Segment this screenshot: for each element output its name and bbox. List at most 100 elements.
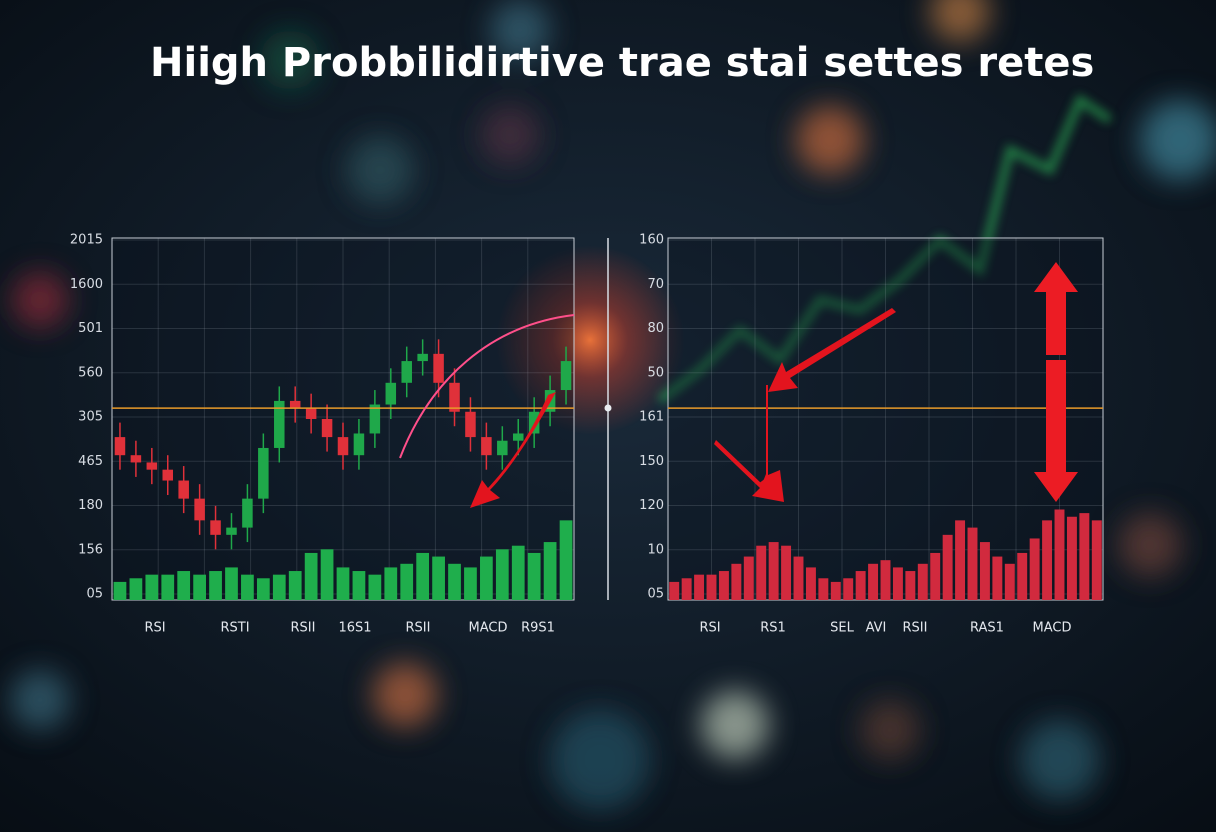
volume-bar — [694, 574, 705, 600]
y-tick-label: 180 — [78, 498, 103, 513]
candle-body — [337, 437, 349, 456]
candle-body — [242, 498, 253, 528]
y-tick-label: 2015 — [70, 233, 103, 248]
volume-bar — [1042, 520, 1053, 600]
volume-bar — [880, 560, 891, 600]
volume-bar — [288, 571, 302, 600]
volume-bar — [992, 556, 1003, 600]
candle-body — [512, 433, 524, 441]
x-tick-label: 16S1 — [338, 621, 371, 636]
volume-bar — [161, 574, 175, 600]
x-tick-label: R9S1 — [521, 621, 555, 636]
candle-body — [560, 361, 572, 391]
volume-bar — [543, 542, 557, 600]
curve — [399, 314, 575, 459]
x-tick-label: RSII — [903, 621, 928, 636]
volume-bar — [818, 578, 829, 600]
volume-bar — [368, 574, 382, 600]
volume-bar — [464, 567, 477, 600]
volume-bar — [1017, 552, 1028, 600]
volume-bar — [177, 571, 191, 600]
volume-bar — [955, 520, 966, 600]
volume-bar — [793, 556, 804, 600]
arrow — [768, 308, 896, 392]
x-tick-label: RSI — [144, 621, 165, 636]
candle-body — [481, 437, 492, 456]
volume-bar — [272, 574, 286, 600]
candle-body — [465, 411, 476, 438]
volume-bar — [942, 534, 953, 600]
y-tick-label: 161 — [639, 410, 664, 425]
volume-bar — [843, 578, 854, 600]
volume-bar — [304, 552, 318, 600]
volume-bar — [855, 571, 866, 600]
candle-body — [162, 469, 174, 481]
volume-bar — [209, 571, 222, 600]
background-trend — [657, 94, 1113, 404]
y-tick-label: 160 — [639, 233, 664, 248]
candle-body — [274, 400, 285, 448]
volume-bar — [868, 563, 879, 600]
volume-bar — [352, 571, 366, 600]
volume-bar — [930, 552, 941, 600]
volume-bar — [448, 563, 461, 600]
divider-dot — [604, 404, 612, 412]
x-tick-label: RSI — [699, 621, 720, 636]
volume-bar — [495, 549, 509, 600]
y-tick-label: 05 — [647, 587, 664, 602]
x-tick-label: SEL — [830, 621, 854, 636]
volume-bar — [743, 556, 754, 600]
volume-bar — [432, 556, 445, 600]
candle-body — [305, 408, 317, 419]
volume-bar — [681, 578, 692, 600]
x-tick-label: MACD — [469, 621, 508, 636]
volume-bar — [527, 552, 541, 600]
volume-bar — [1091, 520, 1102, 600]
plot-frame — [111, 237, 575, 601]
volume-bar — [193, 574, 206, 600]
candle-body — [353, 433, 365, 456]
y-tick-label: 305 — [78, 410, 103, 425]
x-tick-label: MACD — [1033, 621, 1072, 636]
volume-bar — [781, 545, 792, 600]
y-tick-label: 1600 — [70, 277, 103, 292]
volume-bar — [256, 578, 270, 600]
volume-bar — [559, 520, 573, 600]
volume-bar — [145, 574, 159, 600]
arrow — [714, 440, 784, 502]
volume-bar — [225, 567, 238, 600]
volume-bar — [113, 581, 127, 600]
volume-bar — [241, 574, 254, 600]
candle-body — [369, 404, 381, 434]
volume-bar — [129, 578, 143, 600]
volume-bar — [905, 571, 916, 600]
volume-bar — [416, 552, 430, 600]
volume-bar — [892, 567, 903, 600]
volume-bar — [830, 581, 841, 600]
candle-body — [385, 382, 397, 405]
volume-bar — [768, 542, 779, 600]
candle-body — [433, 353, 444, 383]
title: Hiigh Probbilidirtive trae stai settes r… — [150, 40, 1094, 86]
glow — [495, 245, 685, 435]
candle-body — [417, 353, 428, 362]
volume-bar — [979, 542, 990, 600]
y-tick-label: 50 — [647, 365, 664, 380]
arrow — [470, 392, 556, 508]
volume-bar — [1066, 516, 1077, 600]
candle-body — [194, 498, 205, 521]
bokeh — [10, 0, 1216, 810]
x-tick-label: RSTI — [220, 621, 249, 636]
volume-bar — [917, 563, 928, 600]
volume-bar — [756, 545, 767, 600]
candle-body — [528, 411, 540, 434]
x-tick-label: RS1 — [760, 621, 786, 636]
volume-bar — [511, 545, 525, 600]
volume-bar — [669, 581, 680, 600]
y-tick-label: 05 — [86, 587, 103, 602]
volume-bar — [706, 574, 717, 600]
y-tick-label: 560 — [78, 365, 103, 380]
candle-body — [289, 400, 301, 409]
arrow — [1034, 262, 1078, 502]
